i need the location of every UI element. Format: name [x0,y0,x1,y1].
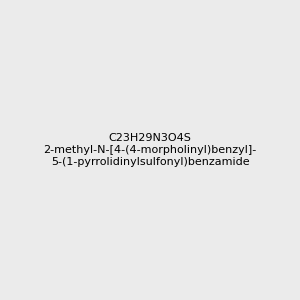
Text: C23H29N3O4S
2-methyl-N-[4-(4-morpholinyl)benzyl]-
5-(1-pyrrolidinylsulfonyl)benz: C23H29N3O4S 2-methyl-N-[4-(4-morpholinyl… [44,134,256,166]
